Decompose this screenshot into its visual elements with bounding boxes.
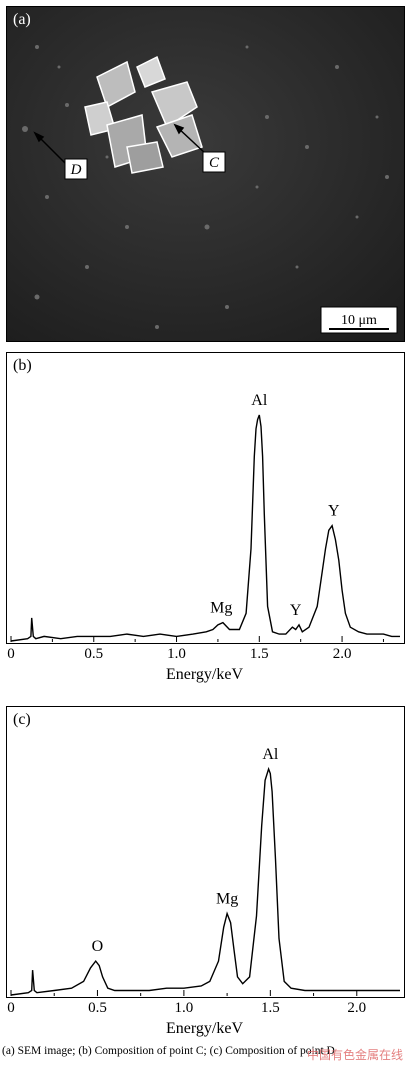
x-tick-label-1-0: 0	[7, 1000, 15, 1016]
panel-c-label: (c)	[13, 711, 31, 728]
watermark: 中国有色金属在线	[306, 1048, 403, 1062]
x-tick-label-0-3: 1.5	[249, 646, 269, 662]
point-d-label: D	[70, 162, 82, 178]
x-tick-label-0-4: 2.0	[332, 646, 352, 662]
scale-bar-label: 10 μm	[341, 313, 377, 328]
x-tick-label-1-4: 2.0	[347, 1000, 367, 1016]
peak-label-y-0-2: Y	[290, 602, 302, 619]
peak-label-mg-0-0: Mg	[210, 600, 232, 617]
peak-label-o-1-0: O	[92, 938, 104, 955]
eds-spectrum-b-panel: Mg Al Y Y (b)	[6, 352, 405, 644]
x-tick-label-0-0: 0	[7, 646, 15, 662]
panel-a-label: (a)	[13, 11, 31, 28]
sem-particles	[22, 45, 389, 329]
x-tick-label-1-3: 1.5	[260, 1000, 280, 1016]
sem-image-panel: D C 10 μm (a)	[6, 6, 405, 342]
peak-label-y-0-3: Y	[328, 503, 340, 520]
x-tick-label-0-2: 1.0	[167, 646, 186, 662]
point-c-label: C	[209, 155, 220, 171]
x-axis-title-b: Energy/keV	[165, 666, 243, 683]
annotation-arrows	[33, 123, 208, 168]
x-tick-label-1-2: 1.0	[174, 1000, 194, 1016]
spectrum-line-0	[10, 414, 400, 642]
x-tick-label-1-1: 0.5	[88, 1000, 107, 1016]
crystal-cluster	[84, 55, 203, 174]
eds-spectrum-c-panel: O Mg Al (c)	[6, 706, 405, 998]
eds-spectrum-c: O Mg Al	[10, 746, 400, 996]
peak-label-mg-1-1: Mg	[216, 891, 238, 908]
figure-caption: (a) SEM image; (b) Composition of point …	[2, 1045, 335, 1057]
x-tick-label-0-1: 0.5	[84, 646, 104, 662]
sem-image: D C 10 μm	[7, 7, 404, 341]
panel-b-label: (b)	[13, 357, 32, 374]
x-axis-title-c: Energy/keV	[165, 1020, 243, 1037]
eds-spectrum-b: Mg Al Y Y	[10, 392, 400, 642]
spectrum-line-1	[10, 766, 400, 996]
peak-label-al-0-1: Al	[251, 392, 268, 409]
peak-label-al-1-2: Al	[262, 746, 279, 763]
